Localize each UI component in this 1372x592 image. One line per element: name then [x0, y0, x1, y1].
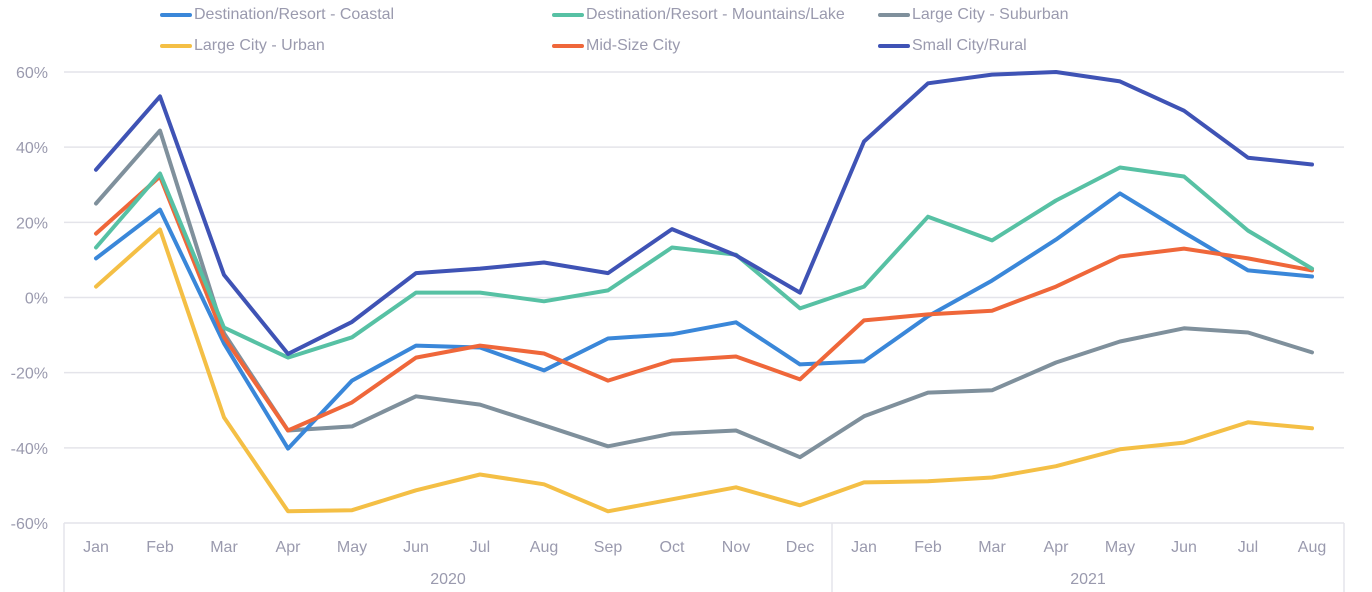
x-tick-label: Jun [403, 539, 429, 556]
legend-swatch-urban [160, 44, 192, 48]
y-tick-label: -60% [11, 516, 48, 533]
legend-item-urban: Large City - Urban [160, 36, 325, 56]
y-tick-label: 40% [16, 140, 48, 157]
legend-label-suburban: Large City - Suburban [912, 6, 1069, 23]
x-tick-label: Feb [914, 539, 942, 556]
series-line-destination-resort-coastal [94, 191, 1314, 451]
legend-label-small-city-rural: Small City/Rural [912, 37, 1027, 54]
x-tick-label: Jul [470, 539, 490, 556]
legend-label-mid-size: Mid-Size City [586, 37, 681, 54]
x-tick-label: Sep [594, 539, 623, 556]
x-tick-label: Jun [1171, 539, 1197, 556]
x-tick-label: Jan [851, 539, 877, 556]
legend-label-mountains-lake: Destination/Resort - Mountains/Lake [586, 6, 845, 23]
y-tick-label: -40% [11, 441, 48, 458]
series-line-large-city-urban [94, 227, 1314, 514]
series-line-small-city-rural [94, 70, 1314, 356]
legend-item-mid-size: Mid-Size City [552, 36, 680, 56]
legend-item-mountains-lake: Destination/Resort - Mountains/Lake [552, 5, 845, 25]
series-line-destination-resort-mountains-lake [94, 165, 1314, 360]
x-tick-label: Nov [722, 539, 750, 556]
legend-swatch-suburban [878, 13, 910, 17]
x-tick-label: Jul [1238, 539, 1258, 556]
x-tick-label: May [1105, 539, 1135, 556]
x-tick-label: Aug [1298, 539, 1326, 556]
legend-label-coastal: Destination/Resort - Coastal [194, 6, 395, 23]
x-tick-label: Dec [786, 539, 814, 556]
legend-swatch-mountains-lake [552, 13, 584, 17]
x-group-label: 2020 [430, 571, 466, 588]
x-tick-label: Apr [276, 539, 302, 556]
x-tick-label: Apr [1044, 539, 1070, 556]
legend-swatch-mid-size [552, 44, 584, 48]
x-tick-label: Mar [978, 539, 1006, 556]
x-tick-label: May [337, 539, 367, 556]
y-axis-tick-labels: 60% 40% 20% 0% -20% -40% -60% [11, 65, 48, 533]
x-tick-label: Aug [530, 539, 558, 556]
chart-legend: Destination/Resort - Coastal Destination… [0, 0, 1372, 60]
legend-swatch-small-city-rural [878, 44, 910, 48]
y-tick-label: 20% [16, 215, 48, 232]
gridlines [64, 71, 1344, 449]
x-tick-label: Mar [210, 539, 238, 556]
series-lines [94, 70, 1314, 514]
legend-swatch-coastal [160, 13, 192, 17]
x-axis: Jan Feb Mar Apr May Jun Jul Aug Sep Oct Nov Dec 2020… [63, 522, 1345, 592]
legend-item-coastal: Destination/Resort - Coastal [160, 5, 394, 25]
legend-item-small-city-rural: Small City/Rural [878, 36, 1027, 56]
y-tick-label: 60% [16, 65, 48, 82]
legend-item-suburban: Large City - Suburban [878, 5, 1069, 25]
x-tick-label: Jan [83, 539, 109, 556]
y-tick-label: -20% [11, 366, 48, 383]
legend-label-urban: Large City - Urban [194, 37, 325, 54]
series-line-large-city-suburban [94, 128, 1314, 460]
y-tick-label: 0% [25, 291, 48, 308]
series-line-mid-size-city [94, 174, 1314, 433]
x-tick-label: Feb [146, 539, 174, 556]
x-group-label: 2021 [1070, 571, 1106, 588]
x-tick-label: Oct [660, 539, 685, 556]
